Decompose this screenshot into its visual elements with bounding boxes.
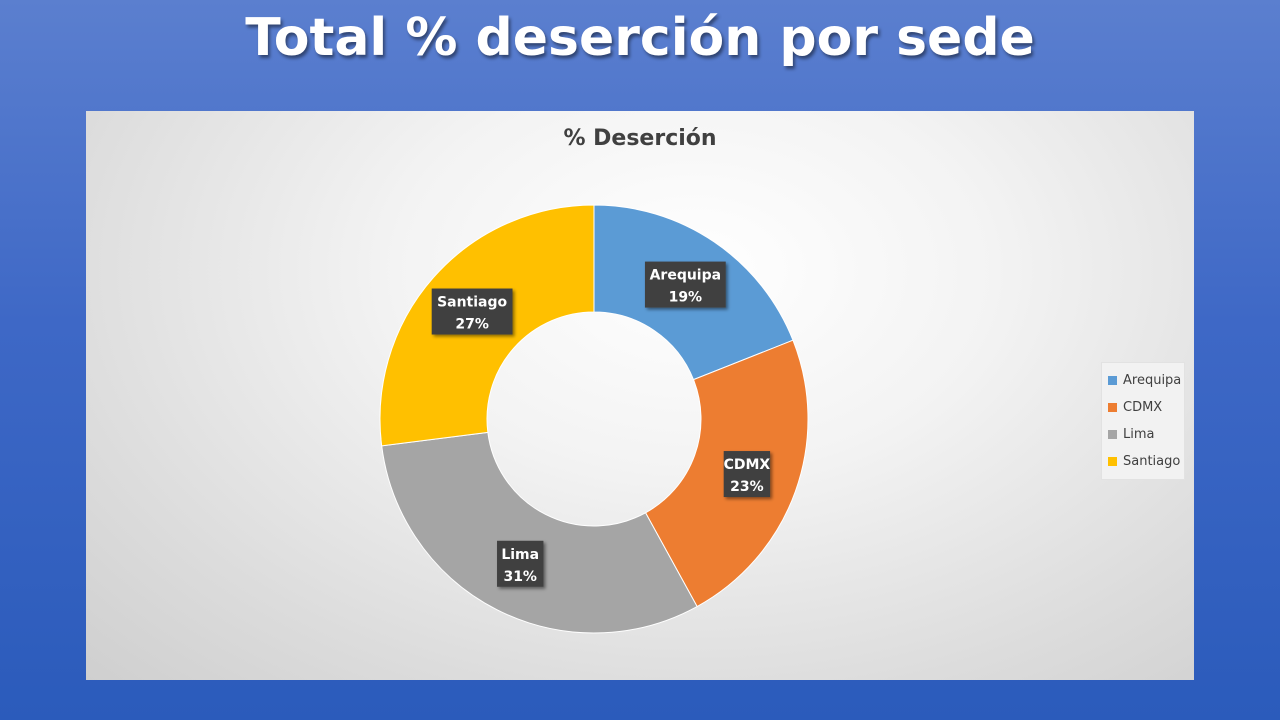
data-label-category: Santiago: [437, 295, 507, 311]
data-label-cdmx: CDMX 23%: [724, 451, 771, 498]
legend-swatch: [1108, 457, 1117, 466]
legend-label: Lima: [1123, 427, 1155, 442]
data-label-value: 27%: [455, 317, 489, 333]
data-label-arequipa: Arequipa 19%: [644, 261, 726, 308]
legend-swatch: [1108, 376, 1117, 385]
data-label-category: Arequipa: [650, 268, 722, 284]
legend-label: Arequipa: [1123, 373, 1182, 388]
legend-swatch: [1108, 403, 1117, 412]
legend-item-cdmx: CDMX: [1108, 394, 1184, 421]
legend-item-arequipa: Arequipa: [1108, 367, 1184, 394]
data-label-category: CDMX: [724, 457, 771, 473]
legend-swatch: [1108, 430, 1117, 439]
legend-item-santiago: Santiago: [1108, 448, 1184, 475]
legend-item-lima: Lima: [1108, 421, 1184, 448]
data-label-value: 31%: [503, 569, 537, 585]
data-label-santiago: Santiago 27%: [431, 288, 513, 335]
data-label-lima: Lima 31%: [497, 540, 544, 587]
donut-slice-lima: [381, 431, 698, 634]
data-label-category: Lima: [501, 547, 539, 563]
legend-label: Santiago: [1123, 454, 1181, 469]
slide-title: Total % deserción por sede: [245, 8, 1035, 68]
data-label-value: 23%: [730, 479, 764, 495]
data-label-value: 19%: [669, 290, 703, 306]
donut-chart: Arequipa 19% CDMX 23% Lima 31% Santiago 27%: [379, 204, 809, 634]
chart-legend: Arequipa CDMX Lima Santiago: [1101, 362, 1185, 480]
chart-title: % Deserción: [563, 126, 717, 151]
legend-label: CDMX: [1123, 400, 1163, 415]
chart-area: % Deserción Arequipa 19% CDMX 23% Lima 31% San…: [86, 111, 1194, 680]
